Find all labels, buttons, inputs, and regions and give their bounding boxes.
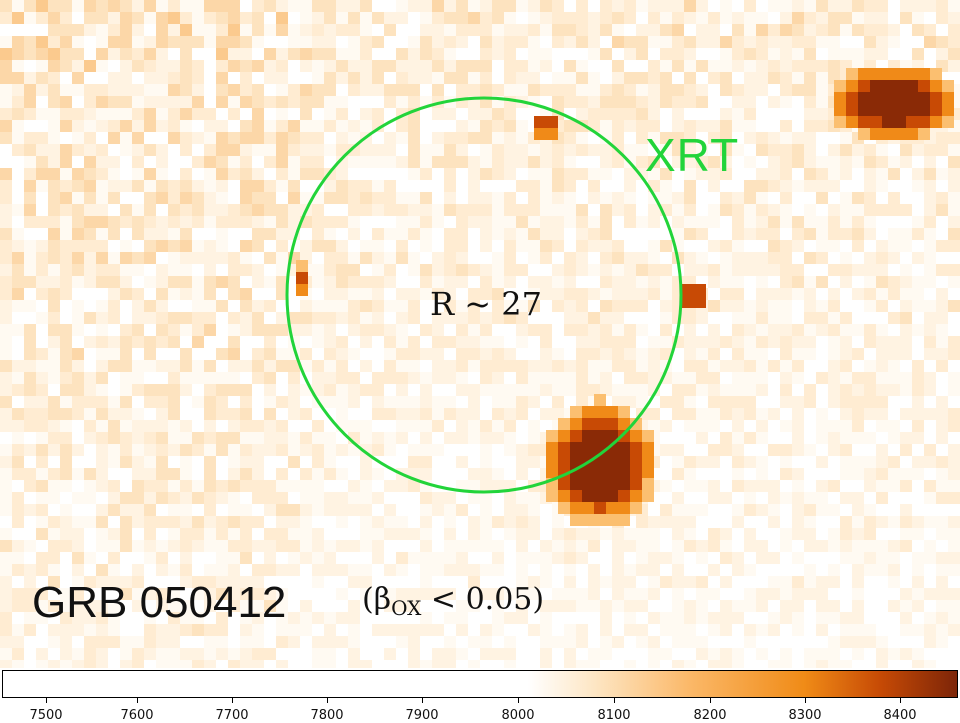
- colorbar-ticks: 7500 7600 7700 7800 7900 8000 8100 8200 8300 8400: [0, 698, 960, 723]
- colorbar-tick-label: 7900: [405, 708, 439, 723]
- colorbar-tickmark: [710, 698, 711, 703]
- colorbar-tickmark: [805, 698, 806, 703]
- xrt-label: XRT: [645, 129, 740, 181]
- grb-title: GRB 050412: [32, 578, 287, 627]
- colorbar-tick-label: 7700: [215, 708, 249, 723]
- colorbar-tick-label: 7600: [120, 708, 154, 723]
- colorbar-tick-label: 8200: [693, 708, 727, 723]
- colorbar-tickmark: [46, 698, 47, 703]
- colorbar-tickmark: [614, 698, 615, 703]
- colorbar-tick-label: 8400: [883, 708, 917, 723]
- colorbar-tickmark: [232, 698, 233, 703]
- colorbar: [2, 670, 958, 698]
- colorbar-tickmark: [518, 698, 519, 703]
- sky-image: [0, 0, 960, 668]
- colorbar-tickmark: [137, 698, 138, 703]
- bright-sources: [296, 68, 954, 526]
- colorbar-tickmark: [422, 698, 423, 703]
- colorbar-tickmark: [900, 698, 901, 703]
- colorbar-tickmark: [327, 698, 328, 703]
- colorbar-tick-label: 8100: [597, 708, 631, 723]
- magnitude-label: R ~ 27: [430, 285, 542, 323]
- colorbar-tick-label: 8000: [501, 708, 535, 723]
- colorbar-tick-label: 8300: [788, 708, 822, 723]
- beta-ox-label: (βOX < 0.05): [362, 582, 545, 620]
- colorbar-tick-label: 7500: [29, 708, 63, 723]
- xrt-error-circle: [285, 96, 683, 494]
- colorbar-tick-label: 7800: [310, 708, 344, 723]
